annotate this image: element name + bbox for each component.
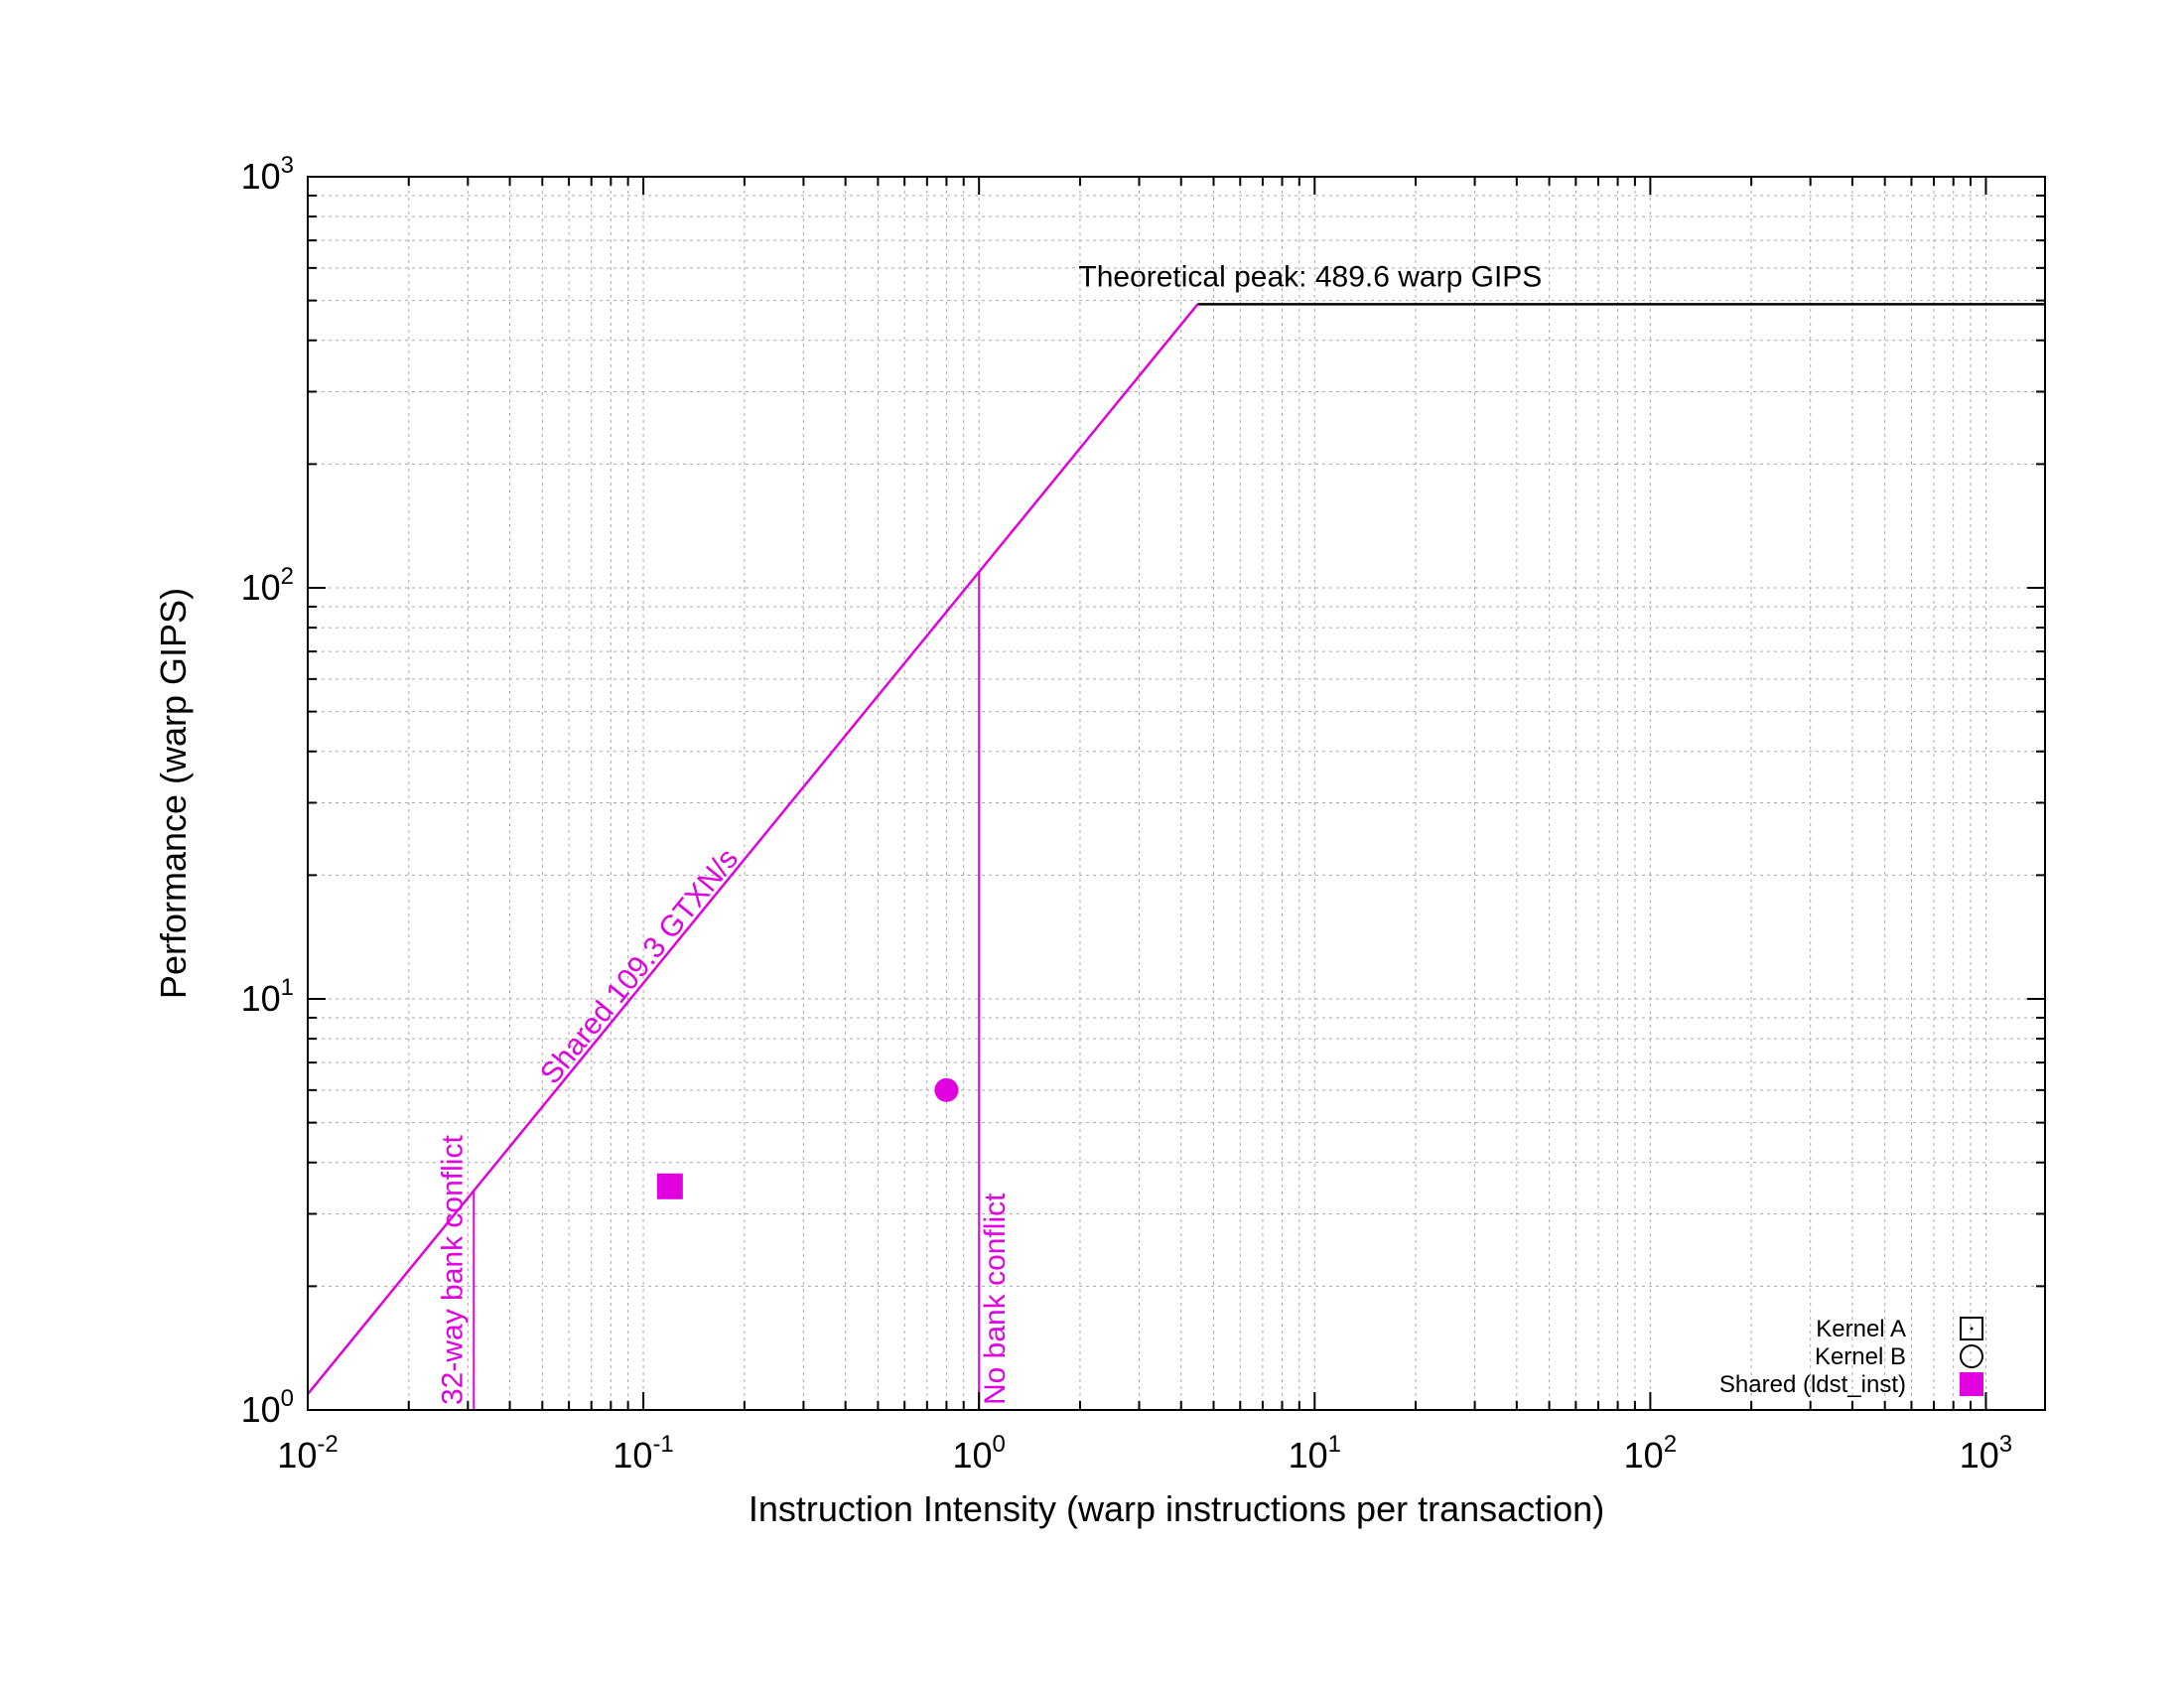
y-tick-label: 102 <box>241 563 294 608</box>
legend-entry-label: Kernel A <box>1816 1316 1906 1342</box>
axis-tick-labels: 10-2 10-1 100 101 102 103 100 101 102 103 <box>241 152 2013 1476</box>
data-points <box>656 1077 959 1199</box>
annotations: 32-way bank conflict No bank conflict Theo… <box>436 260 1542 1405</box>
legend-entry-label: Kernel B <box>1815 1343 1906 1370</box>
roofline-segment <box>307 303 1199 1395</box>
x-tick-label: 100 <box>952 1431 1005 1476</box>
wall-line-label: 32-way bank conflict <box>436 1135 469 1405</box>
legend-symbol <box>1960 1344 1983 1368</box>
y-tick-label: 103 <box>241 152 294 197</box>
axis-ticks <box>307 176 2045 1411</box>
data-point <box>656 1173 683 1199</box>
roofline-lines <box>307 303 2045 1410</box>
y-axis-title: Performance (warp GIPS) <box>153 588 194 999</box>
x-axis-title: Instruction Intensity (warp instructions… <box>749 1488 1604 1529</box>
plot-frame <box>307 176 2046 1411</box>
legend-symbol-dot <box>1970 1327 1974 1331</box>
wall-line-label: No bank conflict <box>979 1193 1012 1405</box>
legend-symbol <box>1960 1372 1983 1396</box>
x-tick-label: 102 <box>1624 1431 1677 1476</box>
y-tick-label: 101 <box>241 974 294 1019</box>
bandwidth-roofline-label: Shared 109.3 GTXN/s <box>534 843 745 1090</box>
peak-roofline-label: Theoretical peak: 489.6 warp GIPS <box>1078 260 1542 293</box>
x-tick-label: 103 <box>1960 1431 2012 1476</box>
grid <box>307 176 2045 1411</box>
legend-entry-label: Shared (ldst_inst) <box>1719 1371 1906 1398</box>
x-tick-label: 10-1 <box>613 1431 673 1476</box>
x-tick-label: 10-2 <box>277 1431 338 1476</box>
x-tick-label: 101 <box>1289 1431 1341 1476</box>
legend-symbol <box>1960 1317 1983 1340</box>
data-point <box>934 1077 959 1102</box>
y-tick-label: 100 <box>241 1385 294 1430</box>
